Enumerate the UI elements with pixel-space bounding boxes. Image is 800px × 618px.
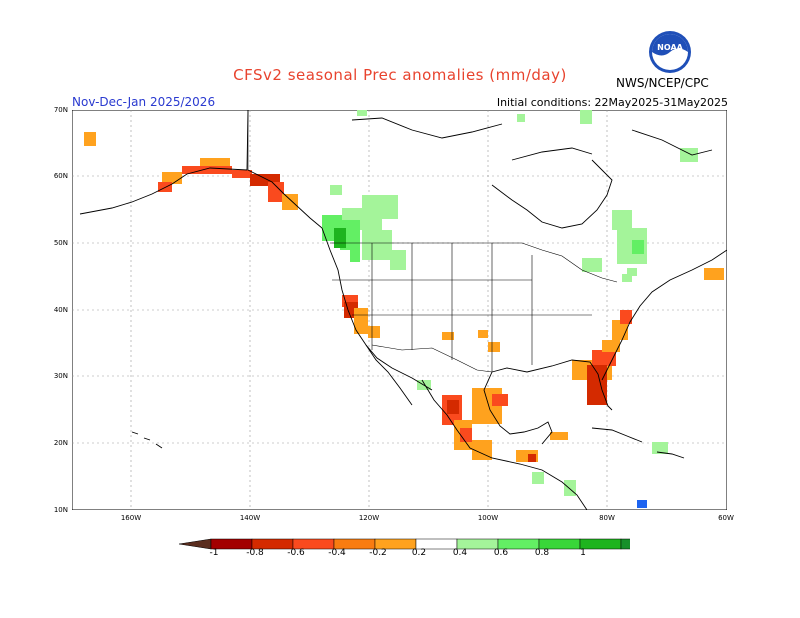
season-label: Nov-Dec-Jan 2025/2026: [72, 95, 216, 109]
lat-label-20n: 20N: [53, 439, 68, 447]
lon-label-140w: 140W: [239, 514, 261, 522]
political-borders: [247, 110, 618, 373]
agency-label: NWS/NCEP/CPC: [616, 76, 709, 90]
colorbar-swatch: [620, 538, 630, 550]
noaa-logo-icon: NOAA: [649, 31, 691, 73]
precipitation-anomaly-map: [72, 110, 727, 510]
lat-label-30n: 30N: [53, 372, 68, 380]
lat-label-60n: 60N: [53, 172, 68, 180]
colorbar-label: -0.4: [328, 548, 346, 558]
colorbar-label: 0.2: [411, 548, 427, 558]
lon-label-100w: 100W: [477, 514, 499, 522]
coastlines: [79, 110, 727, 510]
colorbar-label: 1: [580, 548, 586, 558]
colorbar-label: -0.2: [369, 548, 387, 558]
colorbar-label: -0.6: [287, 548, 305, 558]
initial-conditions-label: Initial conditions: 22May2025-31May2025: [496, 96, 728, 109]
colorbar-label: 0.4: [452, 548, 468, 558]
colorbar-label: 0.8: [534, 548, 550, 558]
colorbar-label: -0.8: [246, 548, 264, 558]
colorbar-swatches: [178, 538, 630, 550]
lat-label-10n: 10N: [53, 506, 68, 514]
lon-label-120w: 120W: [358, 514, 380, 522]
lat-label-70n: 70N: [53, 106, 68, 114]
legend-colorbar: [178, 538, 630, 550]
lon-label-80w: 80W: [599, 514, 615, 522]
lat-label-50n: 50N: [53, 239, 68, 247]
colorbar-label: 0.6: [493, 548, 509, 558]
colorbar-label: -1: [209, 548, 219, 558]
logo-text: NOAA: [657, 43, 683, 52]
lon-label-60w: 60W: [718, 514, 734, 522]
lat-label-40n: 40N: [53, 306, 68, 314]
lon-label-160w: 160W: [120, 514, 142, 522]
map-title: CFSv2 seasonal Prec anomalies (mm/day): [233, 66, 567, 84]
